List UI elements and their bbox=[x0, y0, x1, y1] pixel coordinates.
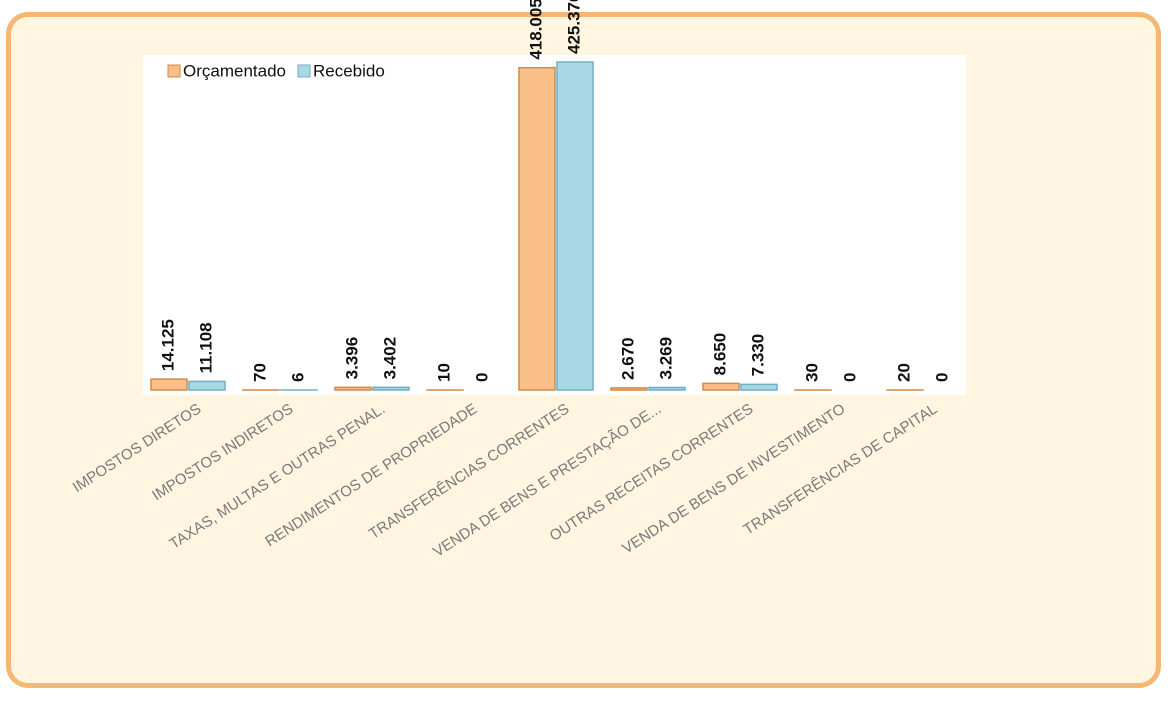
value-label: 2.670 bbox=[618, 337, 637, 380]
bar bbox=[610, 387, 648, 391]
value-label: 3.402 bbox=[380, 337, 399, 380]
value-label: 11.108 bbox=[196, 322, 215, 373]
value-label: 7.330 bbox=[748, 334, 767, 377]
bar bbox=[188, 380, 226, 391]
bar bbox=[372, 386, 410, 391]
value-label: 10 bbox=[434, 363, 453, 382]
bar bbox=[648, 386, 686, 391]
value-label: 30 bbox=[802, 363, 821, 382]
value-label: 425.376 bbox=[564, 0, 583, 54]
value-label: 3.396 bbox=[342, 337, 361, 380]
value-label: 0 bbox=[840, 373, 859, 382]
value-label: 14.125 bbox=[158, 319, 177, 371]
value-label: 20 bbox=[894, 363, 913, 382]
value-label: 0 bbox=[472, 373, 491, 382]
value-label: 8.650 bbox=[710, 333, 729, 376]
value-label: 0 bbox=[932, 373, 951, 382]
legend-label: Orçamentado bbox=[183, 61, 286, 80]
legend-swatch bbox=[297, 64, 311, 78]
value-label: 3.269 bbox=[656, 337, 675, 380]
legend-label: Recebido bbox=[313, 61, 385, 80]
bar bbox=[556, 61, 594, 391]
legend-swatch bbox=[167, 64, 181, 78]
value-label: 6 bbox=[288, 373, 307, 382]
bar bbox=[518, 66, 556, 391]
bar bbox=[740, 383, 778, 391]
bar bbox=[334, 386, 372, 391]
value-label: 70 bbox=[250, 363, 269, 382]
bar bbox=[150, 378, 188, 391]
value-label: 418.005 bbox=[526, 0, 545, 60]
x-tick-label: TRANSFERÊNCIAS DE CAPITAL bbox=[740, 400, 940, 538]
bar bbox=[702, 382, 740, 391]
